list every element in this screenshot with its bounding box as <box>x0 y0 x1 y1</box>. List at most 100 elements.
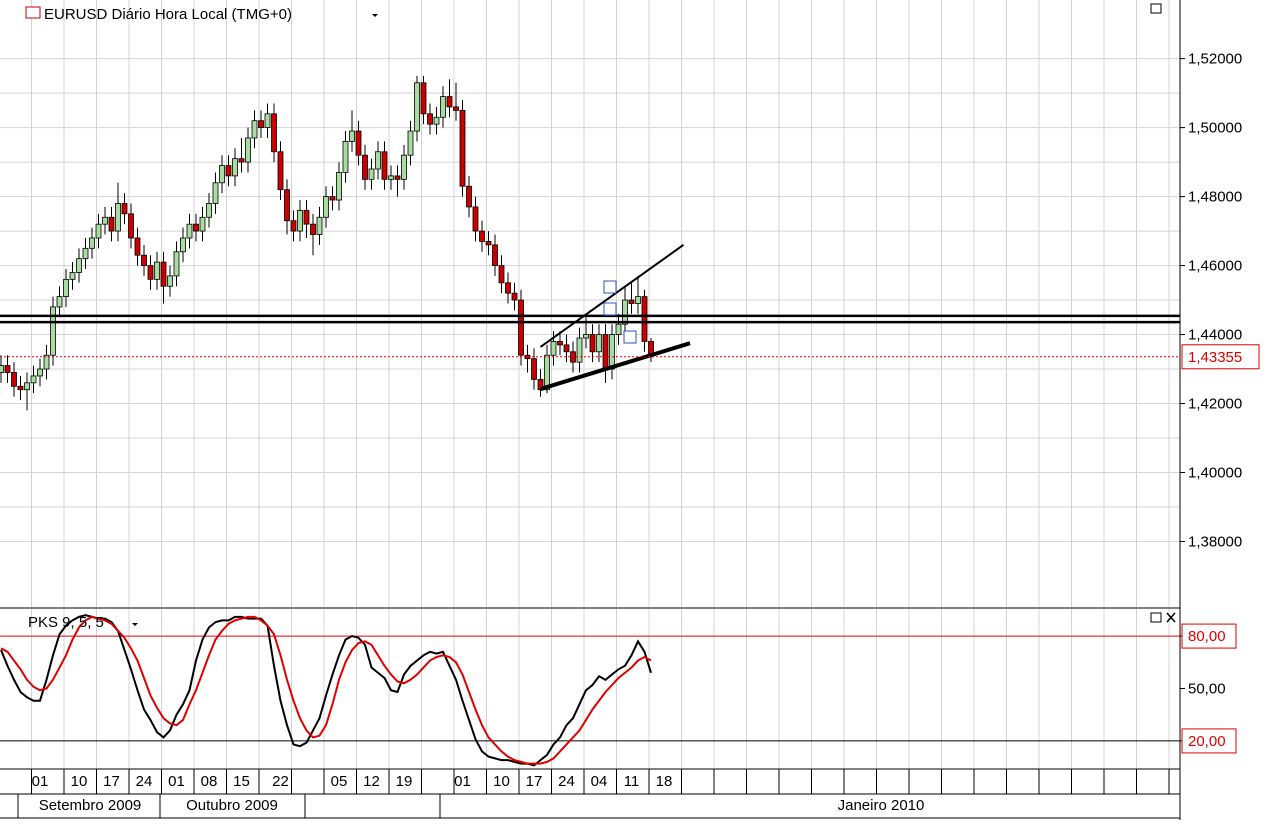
candle-body <box>531 358 537 380</box>
candle-body <box>290 220 297 232</box>
x-tick-label: 10 <box>493 773 510 790</box>
candle-body <box>277 151 284 191</box>
candle-body <box>264 113 271 129</box>
x-tick-label: 17 <box>526 773 543 790</box>
candle-body <box>329 196 336 201</box>
candle-body <box>225 165 232 177</box>
candle-body <box>589 334 596 353</box>
candle-body <box>453 106 459 111</box>
candle-body <box>258 120 264 129</box>
indicator-line <box>0 615 652 765</box>
maximize-button[interactable] <box>1150 612 1162 623</box>
candle-body <box>76 258 82 273</box>
candle-body <box>108 216 115 232</box>
candle-body <box>479 230 485 242</box>
candle-body <box>310 223 316 235</box>
fx-icon <box>25 6 41 19</box>
close-button[interactable] <box>1166 612 1176 623</box>
candle-body <box>440 96 446 118</box>
y-tick-label: 1,48000 <box>1188 189 1242 206</box>
candle-body <box>602 334 609 370</box>
candle-body <box>154 261 160 280</box>
x-tick-label: 17 <box>103 773 120 790</box>
candle-body <box>180 237 186 253</box>
candle-body <box>30 375 37 384</box>
y-tick-label: 20,00 <box>1188 733 1226 750</box>
y-tick-label: 50,00 <box>1188 680 1226 697</box>
candle-body <box>518 299 524 356</box>
candle-body <box>563 344 570 353</box>
candle-body <box>206 203 212 218</box>
x-tick-label: 24 <box>558 773 575 790</box>
candle-body <box>446 96 453 108</box>
candle-body <box>381 151 388 180</box>
y-tick-label: 80,00 <box>1188 628 1226 645</box>
month-label: Setembro 2009 <box>39 797 142 814</box>
order-icon <box>603 280 617 294</box>
candle-body <box>271 113 277 153</box>
candle-body <box>121 203 128 215</box>
candle-body <box>511 292 518 301</box>
order-icon <box>623 330 637 344</box>
candle-body <box>173 251 180 277</box>
candle-body <box>342 141 349 173</box>
x-tick-label: 04 <box>591 773 608 790</box>
y-tick-label: 1,40000 <box>1188 464 1242 481</box>
candle-body <box>394 175 401 180</box>
candle-body <box>407 130 414 156</box>
trend-line <box>539 341 691 391</box>
marks <box>0 75 1180 767</box>
chart-title: EURUSD Diário Hora Local (TMG+0) <box>44 6 292 23</box>
candle-body <box>368 168 375 180</box>
candle-body <box>193 223 199 232</box>
candle-body <box>147 265 154 280</box>
title-dropdown[interactable] <box>372 14 378 17</box>
candle-body <box>238 158 245 163</box>
candle-body <box>622 299 628 325</box>
y-tick-label: 1,52000 <box>1188 51 1242 68</box>
candle-body <box>115 203 121 232</box>
candle-body <box>388 175 394 180</box>
candle-body <box>69 272 76 280</box>
y-tick-label: 1,42000 <box>1188 395 1242 412</box>
candle-body <box>485 241 492 246</box>
maximize-button[interactable] <box>1150 3 1162 14</box>
candle-body <box>550 341 557 356</box>
candle-body <box>4 365 11 373</box>
last-price-label: 1,43355 <box>1188 349 1242 366</box>
x-tick-label: 08 <box>201 773 218 790</box>
candle-body <box>362 154 368 180</box>
x-tick-label: 12 <box>363 773 380 790</box>
x-tick-label: 24 <box>136 773 153 790</box>
candle-body <box>63 278 69 298</box>
candle-body <box>459 109 466 187</box>
y-tick-label: 1,38000 <box>1188 533 1242 550</box>
candle-body <box>576 337 583 363</box>
candle-body <box>596 334 602 353</box>
x-tick-label: 18 <box>656 773 673 790</box>
candle-body <box>609 334 615 370</box>
order-icon <box>603 302 617 316</box>
indicator-dropdown[interactable] <box>132 623 138 626</box>
candle-body <box>628 299 635 304</box>
candle-body <box>50 306 56 356</box>
candle-body <box>303 209 310 225</box>
x-tick-label: 22 <box>272 773 289 790</box>
y-tick-label: 1,44000 <box>1188 327 1242 344</box>
candle-body <box>355 130 362 156</box>
candle-body <box>336 172 342 201</box>
x-tick-label: 01 <box>32 773 49 790</box>
y-tick-box <box>1181 623 1237 649</box>
candle-body <box>56 296 63 308</box>
candle-body <box>544 354 550 391</box>
candle-body <box>219 165 225 184</box>
candle-body <box>212 182 219 204</box>
y-tick-box <box>1181 728 1237 754</box>
trend-line <box>539 244 685 348</box>
candle-body <box>498 265 505 284</box>
x-tick-label: 19 <box>396 773 413 790</box>
y-tick-label: 1,50000 <box>1188 120 1242 137</box>
candle-body <box>615 323 622 335</box>
candle-body <box>128 213 134 239</box>
